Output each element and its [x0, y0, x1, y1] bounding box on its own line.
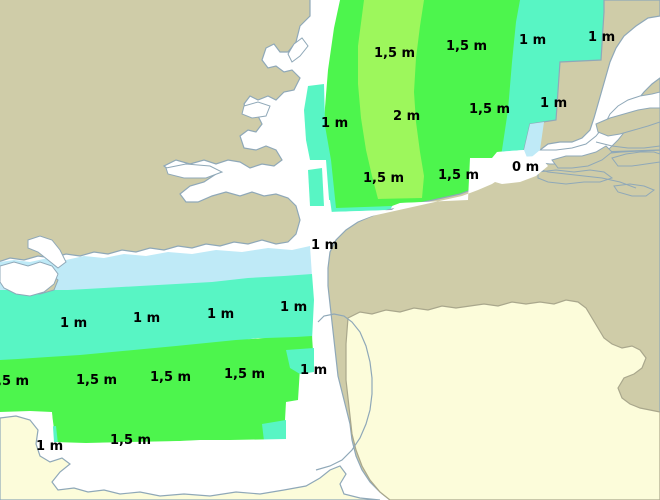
- tidal-gully-1: [529, 165, 637, 189]
- contour-label: 1 m: [540, 96, 568, 111]
- zone-1m-midleft: [0, 274, 314, 360]
- wadden-island-a: [551, 145, 613, 169]
- contour-label: 1,5 m: [110, 433, 152, 448]
- land-southwest-peninsula: [0, 415, 381, 500]
- contour-label: 2 m: [393, 109, 421, 124]
- contour-label: 1 m: [519, 33, 547, 48]
- contour-label: 1,5 m: [150, 370, 192, 385]
- wadden-island-b: [595, 107, 660, 137]
- contour-label: 1,5 m: [438, 168, 480, 183]
- wadden-island-c: [537, 169, 614, 185]
- estuary-mouth-west: [0, 261, 59, 297]
- coast-white-strip-south: [0, 398, 316, 470]
- coastline-south-detail: [315, 313, 373, 471]
- contour-label: 1 m: [321, 116, 349, 131]
- contour-label: ,5 m: [0, 374, 30, 389]
- contour-label: 1,5 m: [76, 373, 118, 388]
- wadden-spit-d: [611, 151, 660, 167]
- contour-label: 1 m: [588, 30, 616, 45]
- contour-label: 1,5 m: [469, 102, 511, 117]
- contour-label: 1,5 m: [363, 171, 405, 186]
- zone-1p5m-southwest: [0, 336, 314, 444]
- zone-1m-wedge-south: [286, 348, 314, 374]
- zone-1m-wedge-bottomright: [262, 420, 286, 441]
- zone-2m-core: [358, 0, 424, 199]
- contour-label: 1 m: [300, 363, 328, 378]
- contour-label: 1 m: [311, 238, 339, 253]
- zone-1m-west-notch: [304, 84, 326, 160]
- contour-label: 1,5 m: [446, 39, 488, 54]
- estuary-river-west: [27, 235, 67, 269]
- country-border-southeast: [345, 299, 660, 500]
- contour-label: 1 m: [207, 307, 235, 322]
- land-northwest: [0, 0, 311, 262]
- wadden-spit-e: [613, 183, 656, 197]
- contour-label: 1,5 m: [224, 367, 266, 382]
- tidal-gully-2: [595, 141, 660, 149]
- contour-label: 1 m: [133, 311, 161, 326]
- zone-1m-west-notch-lower: [308, 168, 324, 206]
- estuary-branch-a: [241, 101, 271, 119]
- estuary-channels-northwest: [287, 37, 309, 63]
- zone-0m-pocket: [484, 156, 548, 184]
- contour-label: 1 m: [60, 316, 88, 331]
- estuary-branch-b: [165, 163, 224, 179]
- contour-label: 1 m: [280, 300, 308, 315]
- contour-label: 1,5 m: [374, 46, 416, 61]
- contour-label: 0 m: [512, 160, 540, 175]
- contour-label: 1 m: [36, 439, 64, 454]
